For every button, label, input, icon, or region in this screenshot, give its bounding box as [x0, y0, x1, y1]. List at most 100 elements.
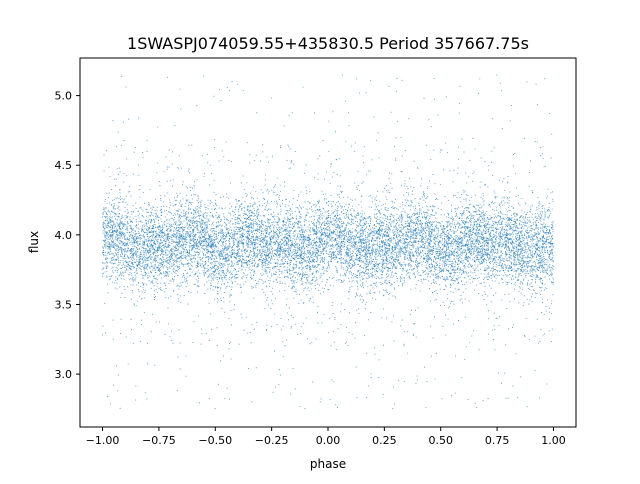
scatter-point — [417, 227, 419, 229]
scatter-point — [227, 220, 230, 222]
scatter-point — [508, 268, 510, 270]
scatter-point — [550, 157, 552, 159]
scatter-point — [185, 258, 187, 260]
scatter-point — [214, 408, 216, 410]
scatter-point — [307, 244, 309, 246]
scatter-point — [280, 227, 282, 229]
scatter-point — [151, 206, 153, 208]
scatter-point — [273, 241, 275, 244]
scatter-point — [256, 224, 258, 226]
scatter-point — [301, 270, 303, 272]
scatter-point — [513, 251, 515, 253]
scatter-point — [199, 225, 201, 227]
scatter-point — [263, 291, 265, 293]
scatter-point — [239, 236, 241, 238]
scatter-point — [478, 349, 480, 351]
scatter-point — [479, 186, 481, 188]
scatter-point — [461, 206, 463, 208]
scatter-point — [196, 247, 198, 249]
scatter-point — [286, 227, 289, 229]
scatter-point — [282, 356, 284, 358]
scatter-point — [127, 209, 129, 211]
scatter-point — [369, 170, 371, 172]
scatter-point — [386, 289, 388, 291]
scatter-point — [486, 264, 488, 266]
scatter-point — [369, 235, 371, 237]
scatter-point — [212, 286, 214, 288]
scatter-point — [256, 210, 258, 212]
scatter-point — [495, 237, 498, 239]
scatter-point — [145, 273, 147, 276]
scatter-point — [340, 254, 342, 256]
scatter-point — [490, 287, 492, 289]
scatter-point — [285, 248, 287, 250]
scatter-point — [465, 253, 467, 256]
scatter-point — [547, 260, 549, 262]
scatter-point — [550, 231, 552, 233]
scatter-point — [429, 226, 431, 228]
scatter-point — [356, 221, 358, 223]
scatter-point — [224, 251, 226, 253]
scatter-point — [175, 262, 177, 264]
scatter-point — [528, 211, 530, 213]
scatter-point — [492, 209, 494, 211]
scatter-point — [181, 203, 183, 205]
scatter-point — [271, 251, 273, 253]
scatter-point — [523, 244, 525, 246]
scatter-point — [459, 197, 461, 199]
scatter-point — [132, 173, 134, 175]
scatter-point — [457, 247, 459, 250]
scatter-point — [360, 294, 362, 296]
scatter-point — [224, 222, 226, 224]
scatter-point — [456, 242, 458, 244]
scatter-point — [281, 233, 283, 235]
scatter-point — [400, 136, 402, 138]
scatter-point — [104, 211, 106, 213]
scatter-point — [197, 285, 199, 287]
scatter-point — [152, 233, 154, 235]
scatter-point — [476, 254, 478, 256]
scatter-point — [329, 256, 331, 258]
scatter-point — [431, 236, 433, 238]
scatter-point — [513, 218, 515, 220]
scatter-point — [542, 157, 544, 159]
scatter-point — [183, 276, 186, 279]
scatter-point — [106, 192, 108, 194]
scatter-point — [183, 245, 185, 247]
scatter-point — [145, 266, 147, 268]
scatter-point — [246, 209, 248, 211]
scatter-point — [504, 372, 506, 374]
scatter-point — [447, 263, 449, 265]
scatter-point — [455, 245, 457, 247]
scatter-point — [525, 252, 528, 254]
scatter-point — [270, 245, 272, 248]
scatter-point — [370, 195, 372, 197]
scatter-point — [125, 265, 127, 267]
scatter-point — [210, 282, 212, 284]
scatter-point — [282, 341, 284, 343]
scatter-point — [240, 250, 242, 252]
scatter-point — [220, 360, 222, 362]
scatter-point — [124, 249, 126, 251]
scatter-point — [360, 225, 362, 227]
scatter-point — [507, 233, 509, 235]
scatter-point — [406, 191, 408, 193]
scatter-point — [135, 227, 137, 229]
scatter-point — [334, 223, 336, 225]
scatter-point — [185, 194, 187, 196]
scatter-point — [229, 212, 231, 214]
scatter-point — [241, 182, 243, 184]
scatter-point — [233, 244, 235, 247]
scatter-point — [318, 290, 320, 292]
scatter-point — [176, 259, 178, 261]
scatter-point — [216, 327, 218, 329]
scatter-point — [227, 256, 229, 258]
scatter-point — [166, 192, 168, 194]
scatter-point — [385, 279, 387, 281]
scatter-point — [531, 268, 534, 270]
scatter-point — [264, 308, 266, 310]
scatter-point — [164, 284, 167, 286]
scatter-point — [392, 238, 394, 240]
scatter-point — [425, 407, 427, 409]
scatter-point — [361, 286, 363, 288]
